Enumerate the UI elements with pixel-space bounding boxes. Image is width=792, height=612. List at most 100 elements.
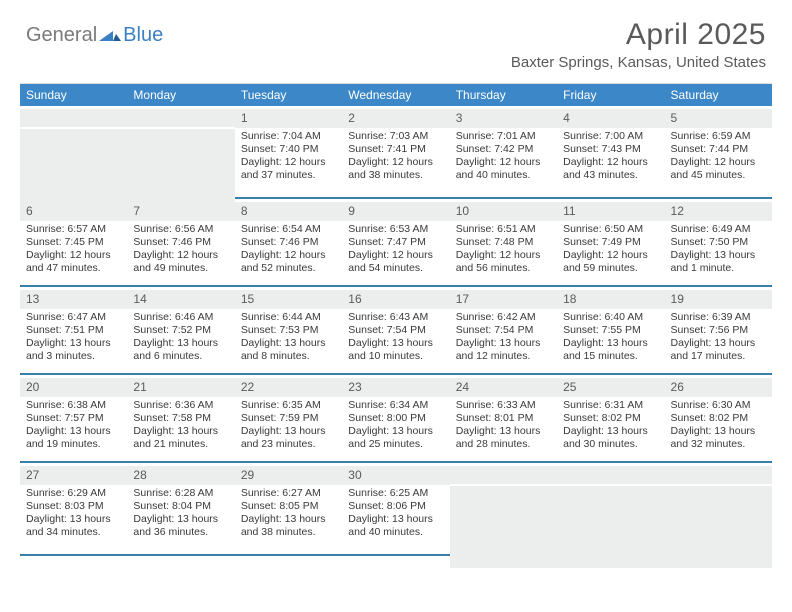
day-cell: 25Sunrise: 6:31 AMSunset: 8:02 PMDayligh…	[557, 375, 664, 461]
sunset-line: Sunset: 7:46 PM	[133, 236, 228, 249]
day-number: 11	[557, 202, 664, 221]
weeks-container: 1Sunrise: 7:04 AMSunset: 7:40 PMDaylight…	[20, 106, 772, 556]
day-number: 18	[557, 290, 664, 309]
day-number	[450, 466, 557, 484]
sunrise-line: Sunrise: 6:44 AM	[241, 311, 336, 324]
day-cell: 8 Sunrise: 6:54 AMSunset: 7:46 PMDaylight…	[235, 199, 342, 285]
sunset-line: Sunset: 8:02 PM	[671, 412, 766, 425]
sunrise-line: Sunrise: 6:42 AM	[456, 311, 551, 324]
sunset-line: Sunset: 7:56 PM	[671, 324, 766, 337]
daylight-line: Daylight: 13 hours and 30 minutes.	[563, 425, 658, 451]
daylight-line: Daylight: 13 hours and 19 minutes.	[26, 425, 121, 451]
day-cell: 26Sunrise: 6:30 AMSunset: 8:02 PMDayligh…	[665, 375, 772, 461]
day-cell: 15 Sunrise: 6:44 AMSunset: 7:53 PMDayligh…	[235, 287, 342, 373]
day-number: 14	[127, 290, 234, 309]
day-cell: 2Sunrise: 7:03 AMSunset: 7:41 PMDaylight…	[342, 106, 449, 197]
daylight-line: Daylight: 13 hours and 8 minutes.	[241, 337, 336, 363]
sunrise-line: Sunrise: 6:38 AM	[26, 399, 121, 412]
day-number: 24	[450, 378, 557, 397]
day-number: 29	[235, 466, 342, 485]
day-number: 27	[20, 466, 127, 485]
week-row: 6Sunrise: 6:57 AMSunset: 7:45 PMDaylight…	[20, 199, 772, 287]
sunset-line: Sunset: 7:53 PM	[241, 324, 336, 337]
sunset-line: Sunset: 8:01 PM	[456, 412, 551, 425]
day-number: 13	[20, 290, 127, 309]
daylight-line: Daylight: 13 hours and 40 minutes.	[348, 513, 443, 539]
sunrise-line: Sunrise: 6:50 AM	[563, 223, 658, 236]
sunset-line: Sunset: 7:42 PM	[456, 143, 551, 156]
day-number	[20, 109, 127, 127]
daylight-line: Daylight: 13 hours and 15 minutes.	[563, 337, 658, 363]
month-title: April 2025	[511, 18, 766, 52]
sunset-line: Sunset: 7:58 PM	[133, 412, 228, 425]
day-cell: 14Sunrise: 6:46 AMSunset: 7:52 PMDayligh…	[127, 287, 234, 373]
day-number: 21	[127, 378, 234, 397]
sunset-line: Sunset: 7:54 PM	[456, 324, 551, 337]
dow-cell: Friday	[557, 84, 664, 106]
sunrise-line: Sunrise: 6:47 AM	[26, 311, 121, 324]
day-number: 2	[342, 109, 449, 128]
sunset-line: Sunset: 8:02 PM	[563, 412, 658, 425]
sunset-line: Sunset: 7:52 PM	[133, 324, 228, 337]
day-number: 30	[342, 466, 449, 485]
sunrise-line: Sunrise: 6:39 AM	[671, 311, 766, 324]
sunrise-line: Sunrise: 6:59 AM	[671, 130, 766, 143]
day-blank	[665, 463, 772, 554]
day-number: 1	[235, 109, 342, 128]
day-cell: 5Sunrise: 6:59 AMSunset: 7:44 PMDaylight…	[665, 106, 772, 197]
day-blank	[127, 106, 234, 197]
day-number: 12	[665, 202, 772, 221]
day-number: 16	[342, 290, 449, 309]
sunset-line: Sunset: 8:06 PM	[348, 500, 443, 513]
daylight-line: Daylight: 13 hours and 21 minutes.	[133, 425, 228, 451]
daylight-line: Daylight: 13 hours and 17 minutes.	[671, 337, 766, 363]
daylight-line: Daylight: 12 hours and 37 minutes.	[241, 156, 336, 182]
day-number	[665, 466, 772, 484]
day-cell: 9 Sunrise: 6:53 AMSunset: 7:47 PMDaylight…	[342, 199, 449, 285]
daylight-line: Daylight: 12 hours and 52 minutes.	[241, 249, 336, 275]
daylight-line: Daylight: 13 hours and 1 minute.	[671, 249, 766, 275]
daylight-line: Daylight: 12 hours and 56 minutes.	[456, 249, 551, 275]
sunset-line: Sunset: 7:41 PM	[348, 143, 443, 156]
day-cell: 13Sunrise: 6:47 AMSunset: 7:51 PMDayligh…	[20, 287, 127, 373]
sunset-line: Sunset: 7:47 PM	[348, 236, 443, 249]
sunrise-line: Sunrise: 7:00 AM	[563, 130, 658, 143]
day-number: 10	[450, 202, 557, 221]
dow-cell: Wednesday	[342, 84, 449, 106]
daylight-line: Daylight: 13 hours and 12 minutes.	[456, 337, 551, 363]
day-cell: 7Sunrise: 6:56 AMSunset: 7:46 PMDaylight…	[127, 199, 234, 285]
sunrise-line: Sunrise: 6:49 AM	[671, 223, 766, 236]
day-cell: 4Sunrise: 7:00 AMSunset: 7:43 PMDaylight…	[557, 106, 664, 197]
day-cell: 19Sunrise: 6:39 AMSunset: 7:56 PMDayligh…	[665, 287, 772, 373]
daylight-line: Daylight: 13 hours and 34 minutes.	[26, 513, 121, 539]
logo-text-general: General	[26, 24, 97, 47]
day-cell: 1Sunrise: 7:04 AMSunset: 7:40 PMDaylight…	[235, 106, 342, 197]
sunrise-line: Sunrise: 6:40 AM	[563, 311, 658, 324]
day-number: 26	[665, 378, 772, 397]
week-row: 13 Sunrise: 6:47 AMSunset: 7:51 PM Dayligh…	[20, 287, 772, 375]
daylight-line: Daylight: 12 hours and 54 minutes.	[348, 249, 443, 275]
sunset-line: Sunset: 8:04 PM	[133, 500, 228, 513]
sunset-line: Sunset: 7:46 PM	[241, 236, 336, 249]
sunrise-line: Sunrise: 6:53 AM	[348, 223, 443, 236]
sunrise-line: Sunrise: 6:29 AM	[26, 487, 121, 500]
day-blank	[20, 106, 127, 197]
sunrise-line: Sunrise: 6:56 AM	[133, 223, 228, 236]
day-number: 3	[450, 109, 557, 128]
dow-cell: Sunday	[20, 84, 127, 106]
day-number: 8	[235, 202, 342, 221]
day-number	[557, 466, 664, 484]
sunset-line: Sunset: 7:43 PM	[563, 143, 658, 156]
sunrise-line: Sunrise: 6:33 AM	[456, 399, 551, 412]
day-number: 15	[235, 290, 342, 309]
daylight-line: Daylight: 13 hours and 6 minutes.	[133, 337, 228, 363]
sunrise-line: Sunrise: 6:54 AM	[241, 223, 336, 236]
day-number: 9	[342, 202, 449, 221]
sunrise-line: Sunrise: 6:25 AM	[348, 487, 443, 500]
day-cell: 12Sunrise: 6:49 AMSunset: 7:50 PMDayligh…	[665, 199, 772, 285]
dow-cell: Monday	[127, 84, 234, 106]
sunset-line: Sunset: 7:51 PM	[26, 324, 121, 337]
daylight-line: Daylight: 13 hours and 38 minutes.	[241, 513, 336, 539]
dow-cell: Tuesday	[235, 84, 342, 106]
day-cell: 20Sunrise: 6:38 AMSunset: 7:57 PMDayligh…	[20, 375, 127, 461]
